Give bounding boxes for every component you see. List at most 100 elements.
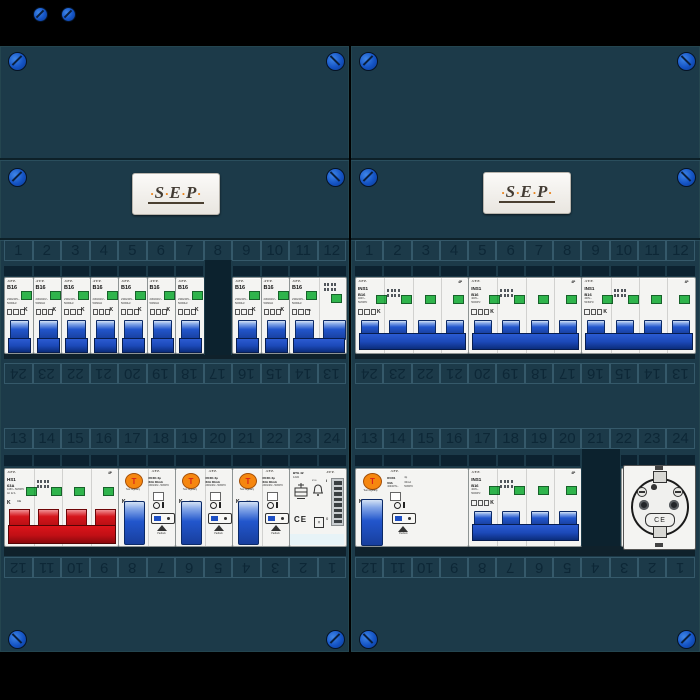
slider-knob[interactable] [153,516,161,521]
terminal-divider [523,455,526,466]
approval-box [477,500,483,506]
sep-brand-mark: -S·E·P- [326,471,335,474]
module-number-cell: 8 [553,240,582,261]
toggle-handle[interactable] [295,320,314,340]
toggle-foot[interactable] [8,338,31,353]
pole-count: 4P [571,471,576,475]
ce-mark: CE [294,515,308,524]
socket-clip-bottom [653,526,668,538]
slider-knob[interactable] [395,516,403,521]
bottom-band [290,534,344,545]
rcd-toggle-handle[interactable] [181,501,202,545]
grille-slot [333,497,342,501]
toggle-handle[interactable] [124,320,143,340]
device-mcb1: -S·E·P- B16 230/240V~ 50/60Hz K [61,277,91,354]
device-mcb1: -S·E·P- B16 230/240V~ 50/60Hz K [32,277,62,354]
toggle-foot[interactable] [179,338,202,353]
toggle-bar[interactable] [359,333,467,350]
rcd-toggle-handle[interactable] [124,501,145,545]
toggle-handle[interactable] [152,320,172,340]
toggle-bar[interactable] [585,333,693,350]
module-number-cell: 23 [637,428,667,449]
toggle-bar[interactable] [472,333,580,350]
slider-knob[interactable] [210,516,218,521]
test-button[interactable]: T [125,473,143,489]
module-number-cell: 12 [317,240,346,261]
approval-box [92,309,98,315]
toggle-handle[interactable] [10,320,29,340]
breaker-rating: B16 [92,285,103,291]
module-number-cell: 22 [61,363,90,384]
vent-grille [331,478,344,526]
test-button[interactable]: T [363,473,382,490]
panel-groove [0,238,349,240]
breaker-model: INS1 [471,286,482,291]
approval-box [269,309,276,315]
test-button[interactable]: T [182,473,200,489]
approval-marks [292,309,310,315]
module-number-cell: 11 [32,557,61,578]
module-number-cell: 7 [524,240,554,261]
sep-brand-mark: -S·E·P- [121,279,130,283]
screw [359,168,378,187]
terminal-dot [507,485,510,488]
module-number-cell: 11 [383,557,412,578]
approval-marks [7,309,25,315]
terminal-divider [637,266,639,276]
toggle-handle[interactable] [67,320,86,340]
key-icon [218,502,221,508]
module-number-cell: 21 [89,363,118,384]
breaker-rating: B16 [121,285,132,291]
toggle-handle[interactable] [266,320,286,340]
device-socket: CE [621,465,697,550]
toggle-foot[interactable] [264,338,288,353]
breaker-frequency: 50/60Hz [64,301,74,305]
terminal-divider [495,455,498,466]
toggle-bar[interactable] [472,524,580,541]
socket-outlet[interactable]: CE [623,465,697,550]
sep-brand-mark: -S·E·P- [235,279,244,283]
toggle-foot[interactable] [93,338,117,353]
approval-marks [358,309,376,315]
padlock-slider[interactable] [392,513,417,524]
slider-knob[interactable] [267,516,275,521]
approval-box [471,309,477,315]
approval-marks [584,309,603,315]
toggle-foot[interactable] [150,338,174,353]
padlock-slider[interactable] [207,513,232,524]
test-button[interactable]: T [239,473,257,489]
test-note: Test regularly [182,488,198,491]
status-indicator [452,295,464,304]
toggle-handle[interactable] [181,320,200,340]
k-class-mark: K [280,307,285,313]
breaker-frequency: 50/60Hz [121,301,131,305]
toggle-foot[interactable] [293,338,345,353]
toggle-foot[interactable] [65,338,88,353]
toggle-foot[interactable] [36,338,60,353]
main-switch-bar[interactable] [8,525,116,544]
module-number-cell: 23 [32,363,61,384]
device-mcb2: -S·E·P- B16 230/240V~ 50/60Hz CE [289,277,347,354]
screw [359,52,378,71]
module-number-cell: 10 [61,557,90,578]
k-class-mark: K [359,499,367,505]
toggle-foot[interactable] [122,338,145,353]
module-number-cell: 18 [496,428,525,449]
toggle-foot[interactable] [236,338,259,353]
padlock-slider[interactable] [150,513,175,524]
toggle-handle[interactable] [38,320,58,340]
transformer-icon [294,482,308,500]
toggle-handle[interactable] [322,320,346,340]
module-number-cell: 14 [637,363,667,384]
sep-brand-mark: -S·E·P- [471,470,481,474]
module-number-cell: 6 [524,557,554,578]
approval-box [190,309,196,315]
k-class-mark: K [490,309,494,315]
rcd-toggle-handle[interactable] [238,501,259,545]
toggle-handle[interactable] [238,320,257,340]
screw [8,630,27,649]
switch-model: HS1 [7,477,16,482]
rcd-toggle-handle[interactable] [361,499,383,546]
toggle-handle[interactable] [95,320,115,340]
padlock-slider[interactable] [264,513,289,524]
